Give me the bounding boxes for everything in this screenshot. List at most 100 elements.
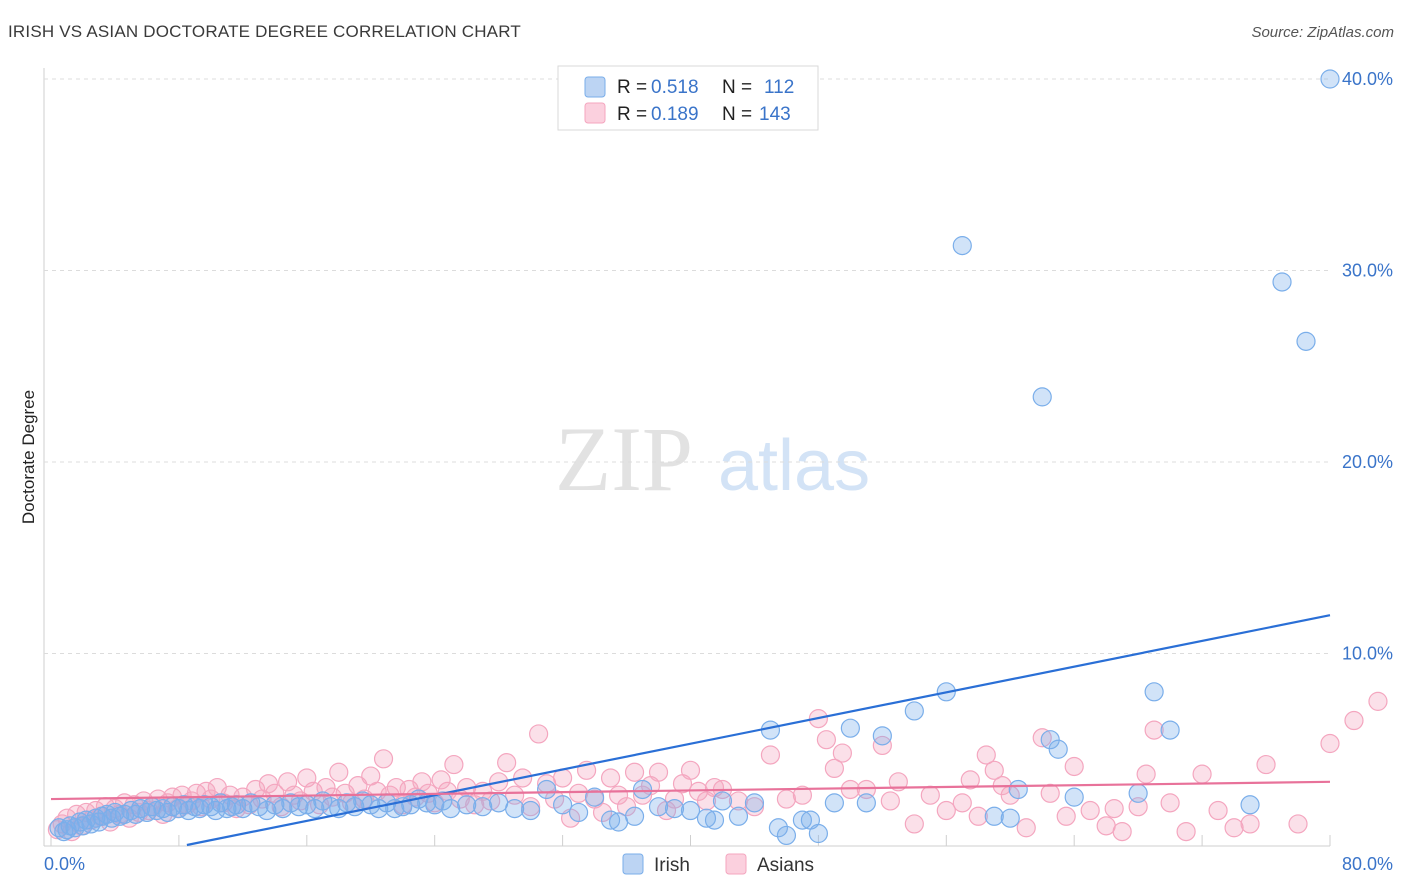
asians-point [1256, 754, 1276, 775]
irish-point [712, 791, 733, 811]
irish-point [552, 795, 573, 815]
y-tick-label: 10.0% [1342, 644, 1393, 664]
asians-point [444, 754, 464, 775]
asians-legend-swatch [584, 102, 606, 124]
y-tick-labels: 10.0% 20.0% 30.0% 40.0% [1342, 69, 1393, 664]
irish-bottom-swatch [622, 853, 644, 875]
x-tick-label-max: 80.0% [1342, 854, 1393, 874]
irish-point [1160, 720, 1180, 740]
irish-point [840, 718, 860, 738]
irish-point [1064, 787, 1084, 807]
irish-point [289, 797, 309, 817]
asians-point [1144, 720, 1164, 740]
irish-point [872, 726, 892, 746]
asians-n-label: N = [722, 104, 752, 125]
asians-point [1192, 764, 1212, 784]
irish-point [1128, 783, 1148, 803]
irish-point [433, 791, 453, 811]
asians-point [1032, 728, 1052, 748]
asians-point [1128, 797, 1148, 817]
irish-series [49, 69, 1340, 846]
source-credit: Source: ZipAtlas.com [1251, 24, 1394, 41]
y-axis-label: Doctorate Degree [19, 390, 38, 524]
y-tick-label: 40.0% [1342, 69, 1393, 89]
asians-point [840, 779, 860, 800]
irish-r-value: 0.518 [651, 77, 699, 98]
series-legend: Irish Asians [622, 853, 814, 876]
irish-point [1144, 682, 1164, 702]
asians-point [1040, 783, 1060, 803]
irish-legend-swatch [584, 76, 606, 98]
irish-point [1320, 69, 1340, 89]
irish-point [744, 793, 765, 813]
irish-point [696, 808, 717, 828]
irish-point [760, 720, 781, 740]
irish-point [680, 800, 701, 821]
irish-trend-line [186, 614, 1331, 847]
chart-title: IRISH VS ASIAN DOCTORATE DEGREE CORRELAT… [8, 22, 521, 41]
stats-legend: R = 0.518 N = 112 R = 0.189 N = 143 [557, 65, 819, 131]
irish-point [1296, 331, 1316, 351]
irish-point [489, 793, 509, 813]
irish-r-label: R = [617, 77, 647, 98]
irish-point [808, 823, 829, 844]
asians-point [776, 789, 797, 809]
irish-point [568, 802, 589, 823]
asians-point [1208, 800, 1228, 821]
asians-point [322, 787, 342, 807]
irish-point [952, 236, 972, 256]
asians-point [568, 783, 589, 803]
asians-r-value: 0.189 [651, 104, 699, 125]
irish-point [704, 810, 725, 830]
irish-n-label: N = [722, 77, 752, 98]
asians-point [920, 785, 940, 805]
asians-point [431, 770, 451, 790]
asians-bottom-label: Asians [757, 855, 814, 876]
asians-series [47, 691, 1388, 842]
irish-point [856, 793, 876, 813]
irish-point [89, 812, 109, 832]
asians-r-label: R = [617, 104, 647, 125]
asians-point [880, 791, 900, 811]
irish-point [824, 793, 844, 813]
x-tick-marks [50, 835, 1331, 846]
irish-point [473, 797, 493, 817]
asians-point [832, 743, 852, 763]
irish-point [1032, 387, 1052, 407]
asians-point [373, 749, 394, 769]
asians-point [1056, 806, 1076, 826]
irish-point [776, 825, 797, 846]
asians-point [505, 785, 525, 805]
asians-point [1096, 816, 1116, 836]
asians-point [1368, 691, 1388, 711]
asians-point [824, 758, 844, 779]
asians-trend-line [50, 780, 1331, 801]
asians-point [616, 797, 637, 817]
irish-point [768, 818, 789, 838]
watermark-atlas: atlas [718, 426, 870, 506]
irish-n-value: 112 [764, 77, 794, 98]
irish-point [624, 806, 645, 826]
irish-point [1008, 779, 1028, 800]
asians-point [984, 760, 1004, 780]
irish-point [521, 800, 541, 821]
asians-point [1160, 793, 1180, 813]
asians-point [856, 779, 876, 800]
asians-point [329, 762, 349, 782]
y-tick-label: 30.0% [1342, 261, 1393, 281]
asians-point [816, 730, 836, 750]
asians-point [936, 800, 956, 821]
asians-point [1176, 821, 1196, 842]
asians-point [1344, 710, 1364, 731]
asians-point [680, 760, 701, 780]
irish-point [1240, 795, 1260, 815]
asians-point [1288, 814, 1308, 834]
asians-point [760, 745, 781, 765]
asians-n-value: 143 [759, 104, 791, 125]
asians-point [1064, 756, 1084, 777]
irish-point [505, 799, 525, 819]
irish-point [441, 799, 461, 819]
asians-point [648, 762, 669, 782]
irish-point [648, 797, 669, 817]
